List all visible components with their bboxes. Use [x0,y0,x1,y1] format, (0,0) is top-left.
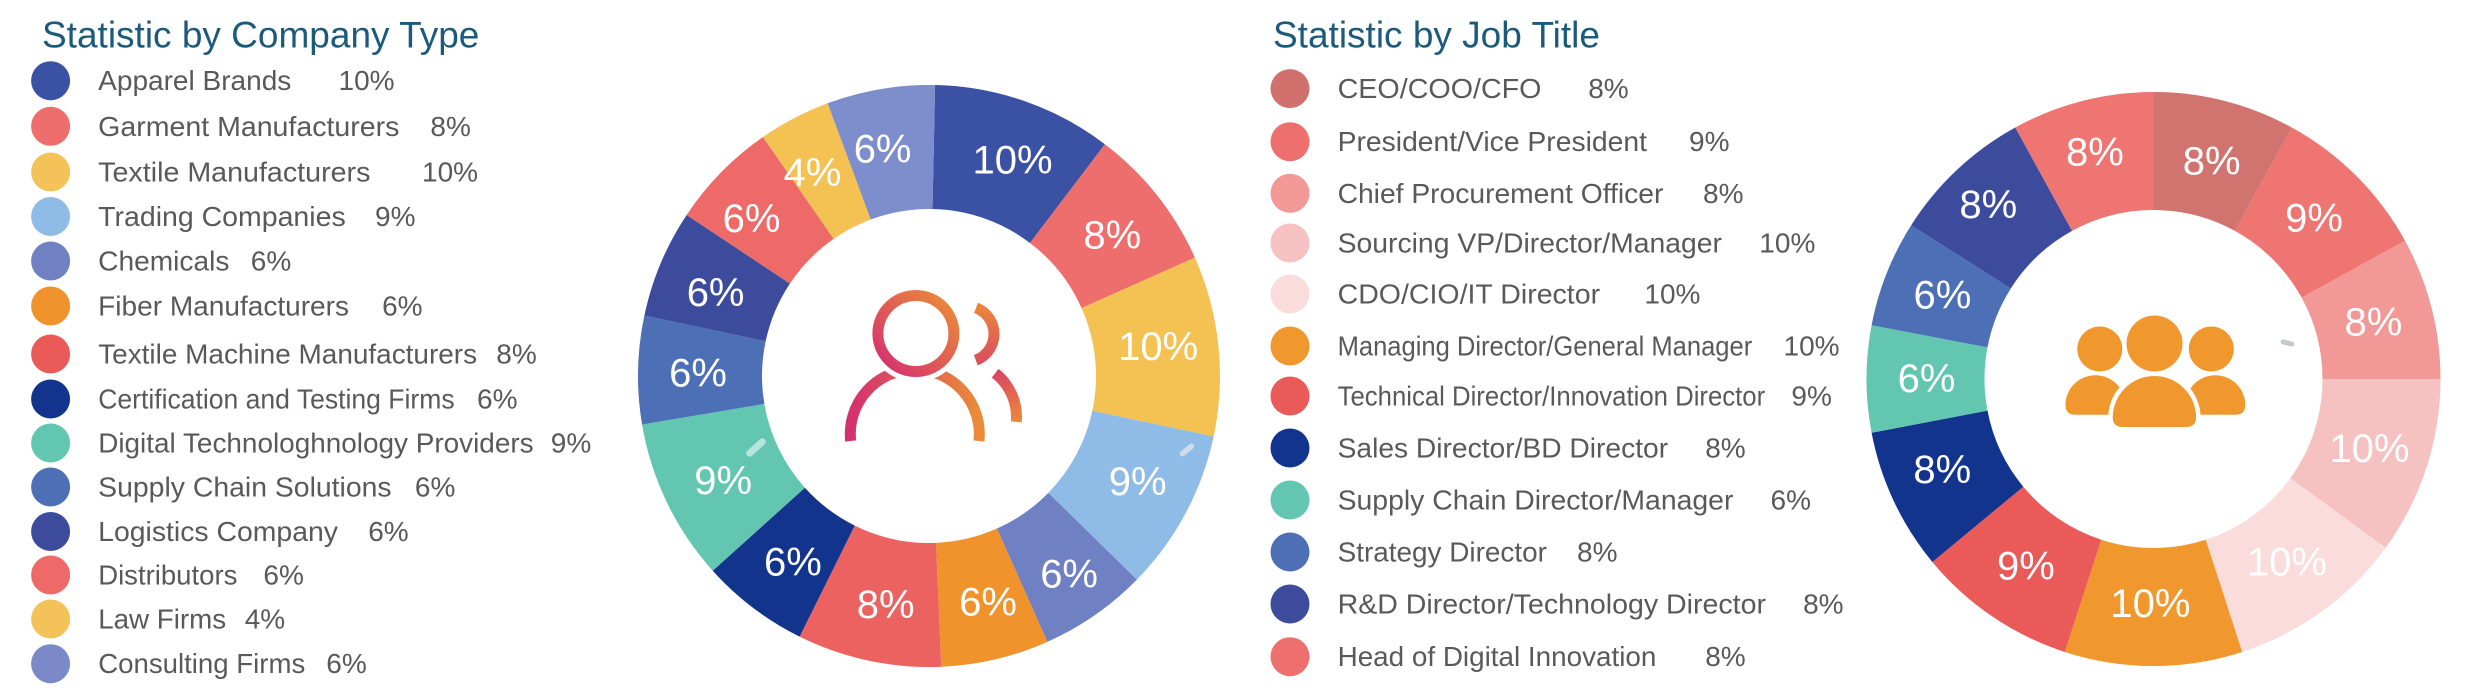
svg-text:CDO/CIO/IT Director: CDO/CIO/IT Director [1338,279,1601,310]
svg-text:Sales Director/BD Director: Sales Director/BD Director [1338,433,1669,464]
svg-text:Certification and Testing Firm: Certification and Testing Firms [98,384,454,415]
svg-text:Statistic by Company Type: Statistic by Company Type [42,15,479,56]
svg-text:9%: 9% [1109,460,1167,504]
svg-text:6%: 6% [764,541,822,585]
svg-text:10%: 10% [339,65,395,96]
svg-text:Strategy Director: Strategy Director [1338,537,1547,568]
svg-text:8%: 8% [2344,301,2402,345]
svg-text:8%: 8% [1705,433,1745,464]
svg-text:10%: 10% [422,157,478,188]
svg-text:6%: 6% [669,352,727,396]
svg-text:8%: 8% [1577,537,1617,568]
svg-text:9%: 9% [1791,381,1831,412]
svg-text:9%: 9% [1689,126,1729,157]
svg-text:Fiber Manufacturers: Fiber Manufacturers [98,291,349,322]
svg-text:4%: 4% [245,604,285,635]
svg-text:6%: 6% [1771,485,1811,516]
svg-text:10%: 10% [1118,325,1198,369]
svg-text:Chemicals: Chemicals [98,246,229,277]
svg-text:6%: 6% [1913,273,1971,317]
svg-text:9%: 9% [2285,197,2343,241]
svg-text:4%: 4% [783,151,841,195]
svg-text:Distributors: Distributors [98,560,237,591]
svg-text:8%: 8% [2066,131,2124,175]
svg-text:Technical Director/Innovation: Technical Director/Innovation Director [1338,381,1766,412]
svg-text:6%: 6% [382,291,422,322]
svg-text:8%: 8% [1588,73,1628,104]
svg-text:10%: 10% [2110,582,2190,626]
svg-text:R&D Director/Technology Direct: R&D Director/Technology Director [1338,589,1766,620]
svg-text:10%: 10% [1784,331,1840,362]
svg-text:Trading Companies: Trading Companies [98,201,346,232]
svg-text:9%: 9% [1997,545,2055,589]
svg-text:6%: 6% [251,246,291,277]
svg-text:Chief Procurement Officer: Chief Procurement Officer [1338,178,1664,209]
svg-text:8%: 8% [496,339,536,370]
svg-text:Textile Machine Manufacturers: Textile Machine Manufacturers [98,339,477,370]
svg-text:8%: 8% [857,583,915,627]
svg-text:6%: 6% [1898,357,1956,401]
svg-text:Apparel Brands: Apparel Brands [98,65,291,96]
svg-text:10%: 10% [972,139,1052,183]
svg-text:Textile Manufacturers: Textile Manufacturers [98,157,370,188]
svg-text:8%: 8% [1705,641,1745,672]
svg-text:9%: 9% [694,459,752,503]
svg-text:9%: 9% [375,201,415,232]
svg-text:Garment Manufacturers: Garment Manufacturers [98,111,399,142]
svg-text:6%: 6% [415,472,455,503]
svg-text:6%: 6% [477,384,517,415]
svg-text:Sourcing VP/Director/Manager: Sourcing VP/Director/Manager [1338,228,1722,259]
svg-text:8%: 8% [1913,448,1971,492]
svg-text:6%: 6% [723,197,781,241]
svg-text:10%: 10% [1644,279,1700,310]
svg-text:8%: 8% [430,111,470,142]
svg-text:6%: 6% [687,271,745,315]
svg-text:Statistic by Job Title: Statistic by Job Title [1273,15,1600,56]
svg-text:Consulting Firms: Consulting Firms [98,648,305,679]
svg-text:Digital Technologhnology Provi: Digital Technologhnology Providers [98,428,533,459]
svg-text:8%: 8% [2183,140,2241,184]
svg-text:8%: 8% [1959,183,2017,227]
svg-text:6%: 6% [1040,553,1098,597]
svg-text:10%: 10% [2247,541,2327,585]
svg-text:6%: 6% [326,648,366,679]
svg-text:6%: 6% [368,516,408,547]
svg-text:Head of Digital Innovation: Head of Digital Innovation [1338,641,1657,672]
svg-text:6%: 6% [263,560,303,591]
svg-text:8%: 8% [1803,589,1843,620]
svg-text:Law Firms: Law Firms [98,604,226,635]
svg-text:Supply Chain Solutions: Supply Chain Solutions [98,472,391,503]
svg-text:8%: 8% [1703,178,1743,209]
svg-text:10%: 10% [1759,228,1815,259]
svg-text:President/Vice President: President/Vice President [1338,126,1648,157]
svg-text:Managing Director/General Mana: Managing Director/General Manager [1338,331,1753,362]
svg-text:6%: 6% [854,128,912,172]
svg-text:10%: 10% [2329,427,2409,471]
svg-text:CEO/COO/CFO: CEO/COO/CFO [1338,73,1542,104]
svg-text:9%: 9% [551,428,591,459]
svg-text:6%: 6% [959,580,1017,624]
svg-text:Logistics Company: Logistics Company [98,516,338,547]
svg-text:Supply Chain Director/Manager: Supply Chain Director/Manager [1338,485,1734,516]
svg-text:8%: 8% [1083,213,1141,257]
